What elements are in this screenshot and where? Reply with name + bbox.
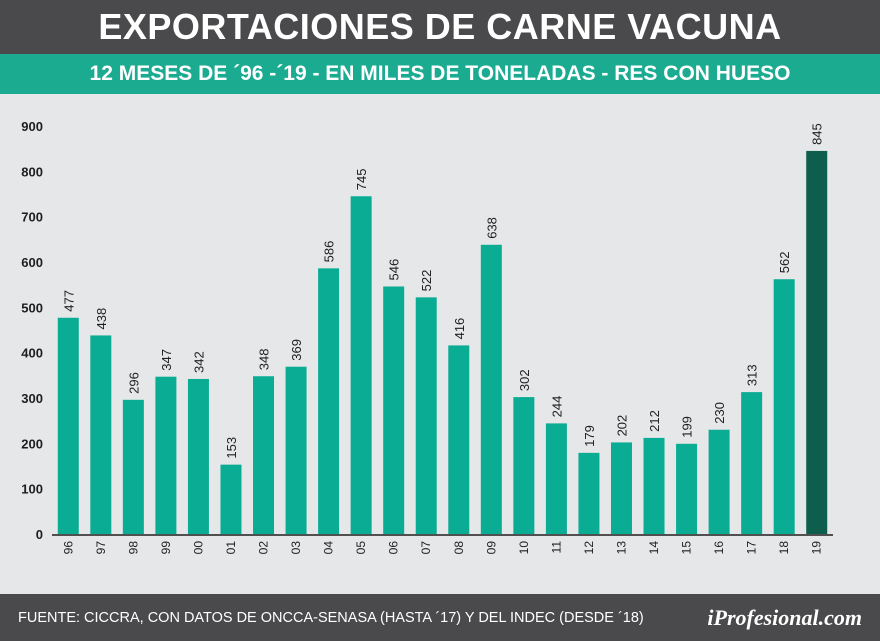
bar <box>155 376 177 534</box>
footer-bar: FUENTE: CICCRA, CON DATOS DE ONCCA-SENAS… <box>0 594 880 641</box>
bar-chart: 0100200300400500600700800900477964389729… <box>21 119 833 555</box>
x-tick-label: 12 <box>582 541 596 555</box>
y-tick-label: 200 <box>21 436 43 451</box>
x-tick-label: 98 <box>126 541 140 555</box>
bar-value-label: 638 <box>484 217 499 239</box>
bar-value-label: 586 <box>322 241 337 263</box>
bar-value-label: 199 <box>680 416 695 438</box>
bar <box>187 378 209 534</box>
subtitle-bar: 12 MESES DE ´96 -´19 - EN MILES DE TONEL… <box>0 54 880 94</box>
bar <box>643 437 665 534</box>
y-tick-label: 400 <box>21 346 43 361</box>
bar-value-label: 369 <box>289 339 304 361</box>
x-tick-label: 04 <box>322 541 336 555</box>
bar <box>220 464 242 534</box>
y-tick-label: 500 <box>21 300 43 315</box>
x-tick-label: 17 <box>745 541 759 555</box>
x-tick-label: 14 <box>647 541 661 555</box>
bar-value-label: 745 <box>354 169 369 191</box>
bar-value-label: 153 <box>224 437 239 459</box>
x-tick-label: 15 <box>680 541 694 555</box>
bar-value-label: 562 <box>777 252 792 274</box>
bar <box>253 376 275 534</box>
bar <box>578 452 600 534</box>
bar <box>448 345 470 534</box>
y-tick-label: 700 <box>21 210 43 225</box>
bar-value-label: 438 <box>94 308 109 330</box>
x-tick-label: 01 <box>224 541 238 555</box>
x-tick-label: 03 <box>289 541 303 555</box>
bar-value-label: 347 <box>159 349 174 371</box>
y-tick-label: 600 <box>21 255 43 270</box>
bar <box>90 335 112 534</box>
bar <box>350 196 372 534</box>
bar <box>806 150 828 534</box>
x-tick-label: 13 <box>614 541 628 555</box>
x-tick-label: 99 <box>159 541 173 555</box>
bar <box>122 399 144 534</box>
bar <box>513 397 535 534</box>
title-bar: EXPORTACIONES DE CARNE VACUNA <box>0 0 880 54</box>
bar-value-label: 313 <box>745 364 760 386</box>
x-tick-label: 16 <box>712 541 726 555</box>
bar <box>415 297 437 534</box>
bar-value-label: 302 <box>517 369 532 391</box>
bar-value-label: 230 <box>712 402 727 424</box>
bar-value-label: 179 <box>582 425 597 447</box>
bar <box>318 268 340 534</box>
x-tick-label: 07 <box>419 541 433 555</box>
x-tick-label: 11 <box>549 541 563 554</box>
y-tick-label: 800 <box>21 164 43 179</box>
x-tick-label: 02 <box>257 541 271 555</box>
bar-value-label: 244 <box>549 396 564 418</box>
x-tick-label: 00 <box>191 541 205 555</box>
x-tick-label: 08 <box>452 541 466 555</box>
bar-value-label: 416 <box>452 318 467 340</box>
bar <box>480 244 502 535</box>
bar-value-label: 348 <box>257 349 272 371</box>
bar-value-label: 522 <box>419 270 434 292</box>
x-tick-label: 10 <box>517 541 531 555</box>
bar-value-label: 546 <box>387 259 402 281</box>
x-tick-label: 96 <box>61 541 75 555</box>
chart-subtitle: 12 MESES DE ´96 -´19 - EN MILES DE TONEL… <box>89 62 791 85</box>
chart-title: EXPORTACIONES DE CARNE VACUNA <box>98 6 782 47</box>
x-tick-label: 19 <box>810 541 824 555</box>
bar <box>285 366 307 534</box>
bar-value-label: 342 <box>191 351 206 373</box>
bar <box>545 423 567 534</box>
bar <box>383 286 405 534</box>
x-tick-label: 97 <box>94 541 108 555</box>
bar-value-label: 296 <box>126 372 141 394</box>
x-tick-label: 06 <box>387 541 401 555</box>
bar-value-label: 212 <box>647 410 662 432</box>
bar-value-label: 202 <box>614 415 629 437</box>
x-tick-label: 18 <box>777 541 791 555</box>
bar <box>57 317 79 534</box>
bar <box>773 279 795 534</box>
bar <box>741 392 763 534</box>
brand-logo: iProfesional.com <box>707 604 862 630</box>
y-tick-label: 100 <box>21 482 43 497</box>
y-tick-label: 0 <box>36 527 43 542</box>
x-tick-label: 09 <box>484 541 498 555</box>
bar-value-label: 845 <box>810 123 825 145</box>
bar <box>610 442 632 534</box>
y-tick-label: 300 <box>21 391 43 406</box>
bar <box>676 443 698 534</box>
bar-value-label: 477 <box>61 290 76 312</box>
source-note: FUENTE: CICCRA, CON DATOS DE ONCCA-SENAS… <box>18 609 644 626</box>
bar <box>708 429 730 534</box>
x-tick-label: 05 <box>354 541 368 555</box>
y-tick-label: 900 <box>21 119 43 134</box>
